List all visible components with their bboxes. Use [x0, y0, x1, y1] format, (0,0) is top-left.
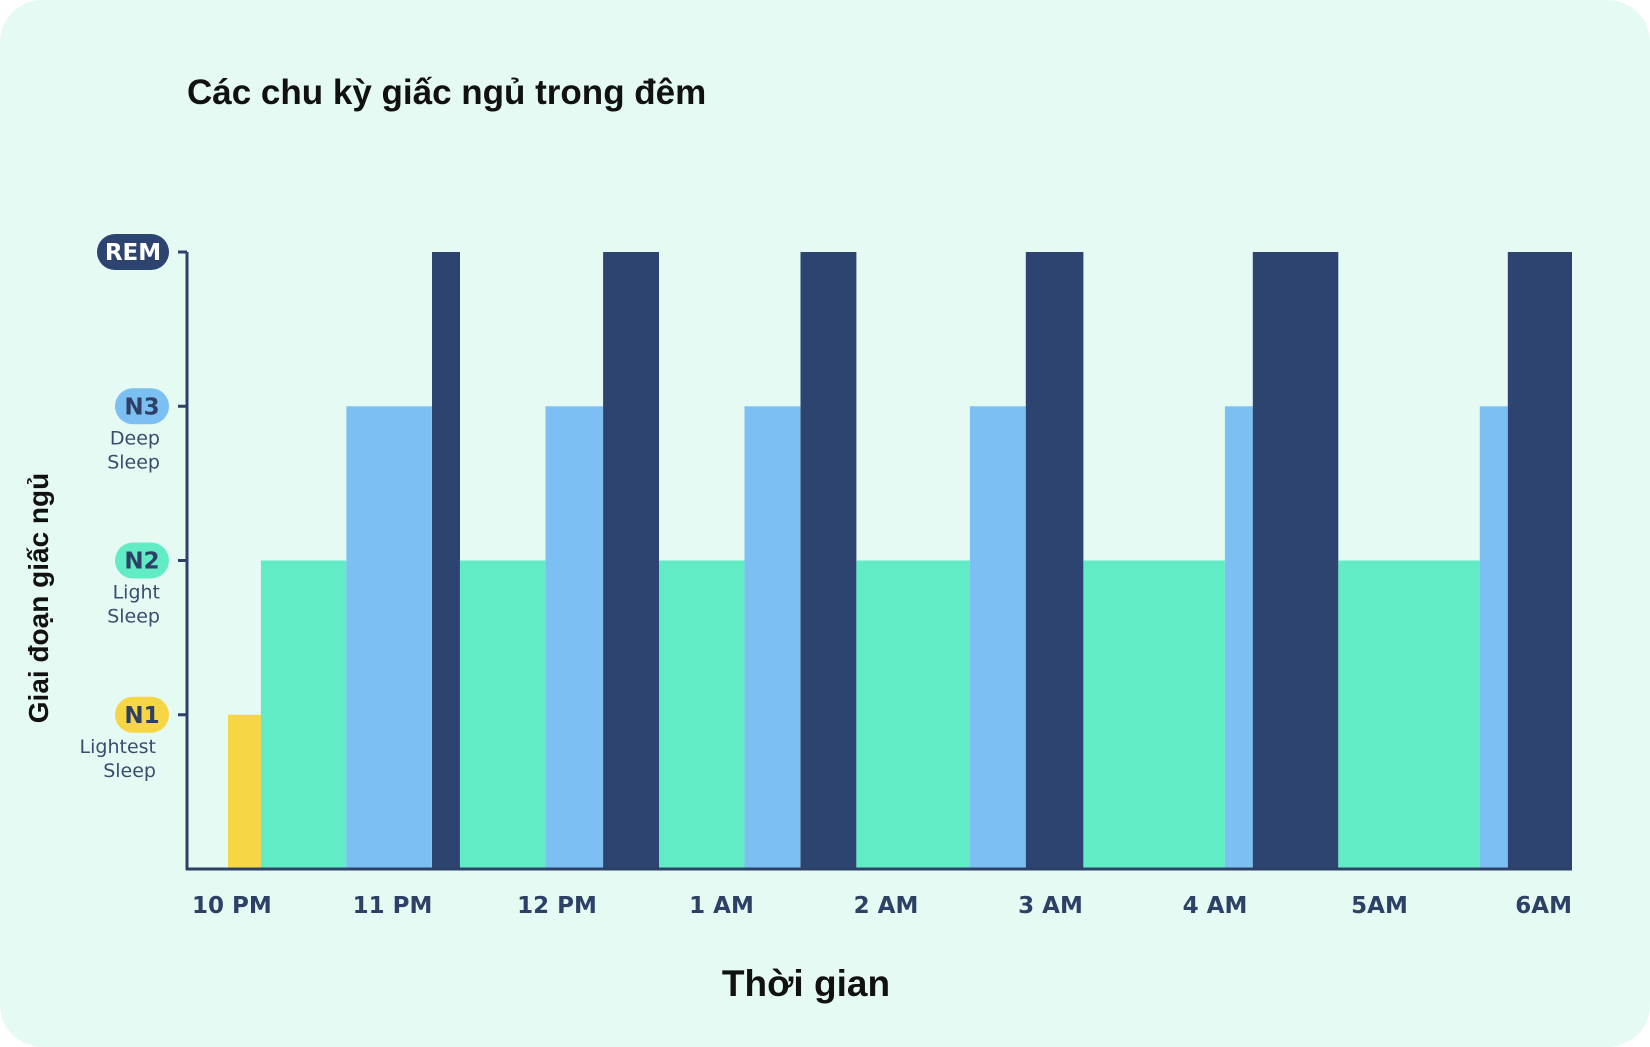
- bar-n2-1: [260, 560, 347, 869]
- x-tick-label-1: 11 PM: [353, 893, 433, 919]
- x-axis-title: Thời gian: [722, 963, 890, 1004]
- bar-rem-9: [800, 252, 857, 869]
- x-tick-label-3: 1 AM: [689, 893, 754, 919]
- badge-n2: [115, 542, 169, 579]
- bar-n3-14: [1224, 406, 1253, 870]
- bar-rem-12: [1025, 252, 1084, 869]
- bar-rem-3: [432, 252, 460, 869]
- bar-rem-6: [603, 252, 659, 869]
- badge-n3: [115, 388, 169, 425]
- bar-n2-13: [1083, 560, 1225, 869]
- stage-desc-n2-0: Light: [113, 582, 160, 604]
- bar-n3-5: [545, 406, 604, 870]
- badge-n1: [115, 696, 169, 733]
- x-tick-label-4: 2 AM: [854, 893, 919, 919]
- bar-rem-18: [1507, 252, 1572, 869]
- y-axis-title: Giai đoạn giấc ngủ: [23, 473, 54, 723]
- bar-n2-10: [856, 560, 970, 869]
- bar-n1-0: [228, 714, 261, 870]
- badge-rem: [97, 234, 169, 270]
- x-axis-tick-labels: 10 PM 11 PM 12 PM 1 AM 2 AM 3 AM 4 AM 5AM 6AM: [192, 893, 1572, 919]
- x-tick-label-5: 3 AM: [1018, 893, 1083, 919]
- sleep-stage-bars: [228, 252, 1572, 870]
- x-tick-label-0: 10 PM: [192, 893, 272, 919]
- bar-n3-11: [969, 406, 1026, 870]
- chart-title: Các chu kỳ giấc ngủ trong đêm: [187, 73, 706, 112]
- y-axis-stage-labels: N1LightestSleepN2LightSleepN3DeepSleepRE…: [80, 234, 187, 782]
- badge-n2-label: N2: [124, 549, 159, 575]
- bar-n2-4: [459, 560, 546, 869]
- stage-desc-n3-1: Sleep: [107, 451, 160, 473]
- stage-desc-n2-1: Sleep: [107, 606, 160, 628]
- badge-n3-label: N3: [124, 394, 159, 420]
- bar-n2-16: [1338, 560, 1480, 869]
- x-tick-label-7: 5AM: [1351, 893, 1408, 919]
- stage-desc-n1-0: Lightest: [80, 736, 156, 758]
- x-tick-label-6: 4 AM: [1183, 893, 1248, 919]
- badge-rem-label: REM: [105, 240, 161, 266]
- x-tick-label-2: 12 PM: [517, 893, 597, 919]
- bar-rem-15: [1252, 252, 1339, 869]
- bar-n2-7: [659, 560, 745, 869]
- bar-n3-17: [1479, 406, 1508, 870]
- x-tick-label-8: 6AM: [1515, 893, 1572, 919]
- badge-n1-label: N1: [124, 703, 159, 729]
- bar-n3-8: [744, 406, 801, 870]
- bar-n3-2: [346, 406, 432, 870]
- stage-desc-n1-1: Sleep: [103, 760, 156, 782]
- stage-desc-n3-0: Deep: [110, 427, 160, 449]
